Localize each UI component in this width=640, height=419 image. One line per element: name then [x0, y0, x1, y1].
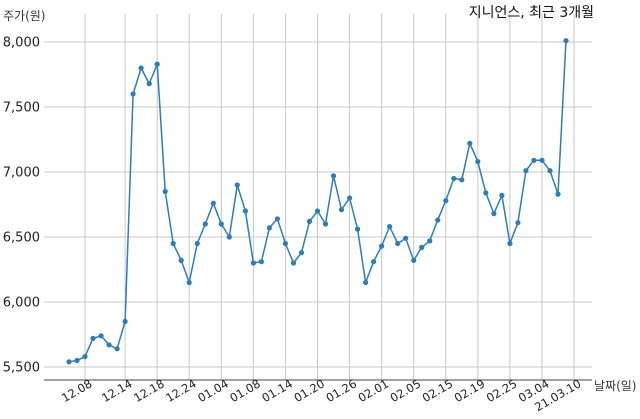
data-point	[363, 279, 369, 286]
x-tick-label: 02.01	[356, 376, 392, 405]
x-tick-label: 12.14	[99, 376, 135, 405]
data-point	[563, 38, 569, 44]
data-point	[531, 157, 537, 163]
data-point	[459, 177, 465, 183]
data-point	[467, 140, 473, 146]
data-point	[178, 257, 184, 263]
data-point	[435, 217, 441, 223]
data-point	[427, 238, 433, 244]
data-point	[322, 221, 329, 227]
data-point	[419, 244, 425, 250]
x-tick-label: 01.20	[291, 376, 327, 405]
data-point	[395, 240, 401, 247]
y-tick-label: 8,000	[3, 36, 40, 51]
data-point	[66, 359, 72, 365]
data-point	[114, 346, 120, 352]
x-tick-label: 12.08	[59, 376, 95, 405]
x-tick-label: 02.15	[420, 376, 456, 405]
x-tick-label: 02.25	[484, 376, 520, 405]
data-point	[547, 168, 553, 174]
data-point	[539, 157, 545, 163]
data-point	[523, 168, 529, 174]
data-point	[338, 207, 345, 213]
data-point	[226, 234, 232, 240]
data-point	[186, 279, 192, 286]
data-point	[306, 218, 313, 224]
data-point	[443, 198, 449, 204]
x-axis-title: 날짜(일)	[594, 379, 636, 393]
y-tick-label: 7,000	[3, 166, 40, 181]
x-tick-label: 01.26	[324, 376, 360, 405]
x-tick-label: 01.08	[227, 376, 263, 405]
data-point	[483, 190, 489, 196]
data-point	[347, 195, 353, 201]
grid-lines	[44, 14, 592, 380]
data-point	[162, 188, 168, 195]
x-tick-label: 12.18	[131, 376, 167, 405]
data-point	[242, 208, 248, 214]
data-point	[194, 240, 200, 247]
data-point	[499, 192, 505, 198]
data-point	[411, 257, 417, 263]
data-point	[98, 333, 104, 339]
data-point	[250, 260, 256, 266]
x-tick-labels: 12.08 12.1412.1812.2401.0401.0801.1401.20…	[59, 376, 584, 414]
data-point	[387, 224, 393, 230]
data-point	[138, 65, 144, 71]
data-point	[314, 208, 321, 214]
data-point	[451, 175, 457, 182]
y-tick-label: 7,500	[3, 101, 40, 116]
data-point	[146, 81, 152, 87]
data-point	[130, 91, 136, 97]
data-point	[274, 216, 280, 222]
x-tick-label: 02.05	[388, 376, 424, 405]
data-point	[507, 240, 513, 247]
data-point	[106, 342, 112, 348]
data-point	[82, 354, 88, 360]
y-tick-label: 5,500	[3, 361, 40, 376]
data-point	[298, 250, 305, 256]
data-point	[170, 240, 176, 247]
x-tick-label: 12.24	[163, 376, 199, 405]
y-tick-label: 6,500	[3, 231, 40, 246]
y-tick-labels: 5,500 6,000 6,500 7,000 7,500 8,000	[3, 36, 40, 376]
data-point	[379, 243, 385, 249]
data-point	[290, 260, 297, 266]
data-point	[355, 226, 361, 232]
y-axis-title: 주가(원)	[3, 9, 45, 23]
data-point	[491, 211, 497, 217]
data-point	[282, 240, 288, 247]
y-tick-label: 6,000	[3, 296, 40, 311]
data-point	[555, 191, 561, 197]
data-point	[475, 159, 481, 165]
data-point	[154, 61, 160, 67]
data-point	[234, 182, 240, 188]
x-tick-label: 01.14	[259, 376, 295, 405]
x-tick-label: 01.04	[195, 376, 231, 405]
data-point	[515, 220, 521, 226]
data-point	[122, 318, 128, 325]
data-point	[90, 335, 96, 341]
data-point	[74, 357, 80, 364]
data-point	[210, 200, 216, 206]
data-points	[66, 38, 569, 365]
data-point	[258, 259, 264, 265]
data-point	[266, 225, 272, 231]
chart-title: 지니언스, 최근 3개월	[469, 5, 594, 21]
data-point	[330, 173, 337, 179]
data-point	[202, 221, 208, 227]
x-tick-label: 02.19	[452, 376, 488, 405]
data-point	[218, 221, 224, 227]
data-point	[403, 235, 409, 241]
data-point	[371, 259, 377, 265]
